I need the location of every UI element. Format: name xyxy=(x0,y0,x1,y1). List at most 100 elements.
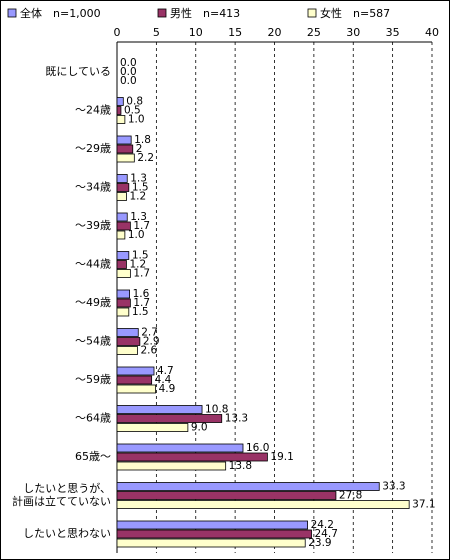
value-label: 4.9 xyxy=(159,383,176,395)
legend-swatch xyxy=(307,8,317,18)
value-label: 1.5 xyxy=(132,250,149,262)
bar xyxy=(116,538,306,548)
value-label: 2 xyxy=(136,143,143,155)
value-label: 2.7 xyxy=(141,327,158,339)
bar xyxy=(116,153,135,163)
value-label: 1.7 xyxy=(133,220,150,232)
x-tick-label: 40 xyxy=(425,26,439,39)
y-tick-label: ～64歳 xyxy=(75,412,111,425)
bar xyxy=(116,529,312,539)
value-label: 1.2 xyxy=(129,191,146,203)
value-label: 13.3 xyxy=(225,413,248,425)
value-label: 2.6 xyxy=(140,345,157,357)
legend-swatch xyxy=(7,8,17,18)
y-tick-label: ～34歳 xyxy=(75,181,111,194)
y-tick-label: ～59歳 xyxy=(75,373,111,386)
value-label: 23.9 xyxy=(308,537,331,549)
x-tick-label: 0 xyxy=(114,26,121,39)
bar xyxy=(116,115,126,124)
y-tick-label: ～39歳 xyxy=(75,219,111,232)
value-label: 0.0 xyxy=(120,57,137,69)
value-label: 1.3 xyxy=(130,211,147,223)
legend-label: 女性 n=587 xyxy=(320,6,390,20)
value-label: 24.7 xyxy=(315,528,338,540)
bar xyxy=(116,423,189,432)
value-label: 24.2 xyxy=(311,519,334,531)
value-label: 1.7 xyxy=(133,297,150,309)
legend-label: 全体 n=1,000 xyxy=(20,6,101,20)
value-label: 1.8 xyxy=(134,134,151,146)
legend-swatch xyxy=(157,8,167,18)
bar xyxy=(116,461,227,471)
bar xyxy=(116,405,203,414)
bar xyxy=(116,491,337,500)
bar xyxy=(116,174,128,183)
bar xyxy=(116,183,130,192)
value-label: 1.5 xyxy=(132,306,149,318)
bar xyxy=(116,346,138,355)
value-label: 13.8 xyxy=(229,460,252,472)
value-label: 10.8 xyxy=(205,404,228,416)
bar xyxy=(116,106,122,115)
value-label: 1.0 xyxy=(128,114,145,126)
x-tick-label: 35 xyxy=(386,26,400,39)
x-tick-label: 15 xyxy=(228,26,242,39)
bar xyxy=(116,375,153,385)
bar xyxy=(116,97,124,106)
bar xyxy=(116,328,139,337)
bar xyxy=(116,221,131,231)
bar xyxy=(116,443,244,453)
bar xyxy=(116,251,130,260)
bar xyxy=(116,144,134,154)
y-tick-label: ～49歳 xyxy=(75,296,111,309)
bar xyxy=(116,366,155,376)
value-label: 37.1 xyxy=(412,499,435,511)
value-label: 0.5 xyxy=(124,105,141,117)
y-tick-label: ～54歳 xyxy=(75,335,111,348)
bar xyxy=(116,520,308,530)
value-label: 9.0 xyxy=(191,422,208,434)
x-tick-label: 25 xyxy=(307,26,321,39)
value-label: 16.0 xyxy=(246,442,269,454)
y-tick-label: 65歳～ xyxy=(75,450,111,463)
y-tick-label: したいと思うが、計画は立てていない xyxy=(12,481,111,508)
bar xyxy=(116,500,410,509)
legend-label: 男性 n=413 xyxy=(170,6,240,20)
y-tick-label: ～29歳 xyxy=(75,142,111,155)
bar xyxy=(116,289,130,299)
bar xyxy=(116,414,223,423)
bar xyxy=(116,307,130,317)
bar xyxy=(116,192,127,201)
value-label: 0.0 xyxy=(120,66,137,78)
bar xyxy=(116,135,132,145)
value-label: 1.5 xyxy=(132,182,149,194)
value-label: 2.9 xyxy=(143,336,160,348)
value-label: 1.7 xyxy=(133,268,150,280)
value-label: 0.8 xyxy=(126,96,143,108)
bar xyxy=(116,260,127,269)
bar xyxy=(116,298,131,308)
value-label: 4.4 xyxy=(155,374,172,386)
x-tick-label: 20 xyxy=(268,26,282,39)
bar xyxy=(116,337,141,346)
y-tick-label: したいと思わない xyxy=(23,527,111,540)
value-label: 0.0 xyxy=(120,75,137,87)
value-label: 1.3 xyxy=(130,173,147,185)
bar xyxy=(116,384,156,394)
bar xyxy=(116,230,126,240)
bar xyxy=(116,482,380,491)
y-tick-label: 既にしている xyxy=(45,65,111,78)
x-tick-label: 10 xyxy=(189,26,203,39)
value-label: 2.2 xyxy=(137,152,154,164)
x-tick-label: 5 xyxy=(153,26,160,39)
bar xyxy=(116,269,131,278)
bar xyxy=(116,212,128,222)
value-label: 1.6 xyxy=(133,288,150,300)
value-label: 19.1 xyxy=(270,451,293,463)
x-tick-label: 30 xyxy=(346,26,360,39)
value-label: 4.7 xyxy=(157,365,174,377)
value-label: 27.8 xyxy=(339,490,362,502)
value-label: 33.3 xyxy=(382,481,405,493)
